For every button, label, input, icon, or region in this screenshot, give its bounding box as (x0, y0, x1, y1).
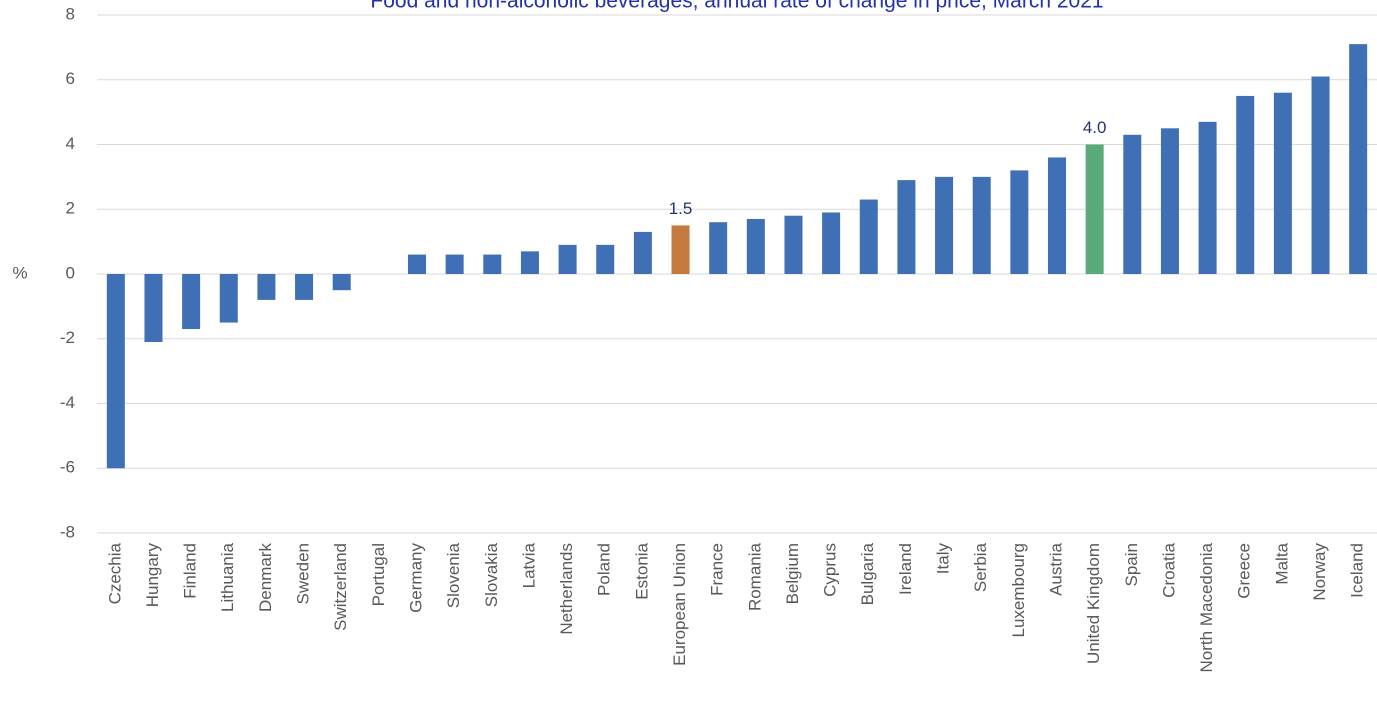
bar (1349, 44, 1368, 275)
bar (1048, 157, 1066, 274)
bar (106, 274, 125, 469)
x-tick-label: Iceland (1348, 543, 1367, 598)
bar (1311, 76, 1330, 274)
y-tick-label: 4 (66, 134, 75, 153)
x-tick-label: North Macedonia (1197, 542, 1216, 672)
y-axis-label: % (12, 263, 27, 282)
bar (596, 244, 615, 274)
y-tick-label: -4 (60, 393, 75, 412)
chart-title: Food and non-alcoholic beverages, annual… (370, 0, 1103, 13)
x-tick-label: Belgium (783, 543, 802, 604)
x-tick-label: Norway (1310, 543, 1329, 601)
x-tick-label: Romania (745, 542, 764, 611)
bar (897, 180, 916, 274)
x-tick-label: Austria (1046, 542, 1065, 595)
bar (935, 176, 954, 274)
bar (445, 254, 464, 274)
x-tick-label: Poland (595, 543, 614, 596)
x-tick-label: Slovakia (482, 542, 501, 607)
x-tick-label: Sweden (294, 543, 313, 604)
x-tick-label: Croatia (1159, 542, 1178, 597)
bar (219, 274, 238, 323)
x-tick-label: Netherlands (557, 543, 576, 635)
bar (332, 274, 351, 291)
y-tick-label: -2 (60, 328, 75, 347)
bar (182, 274, 201, 330)
y-tick-label: -8 (60, 522, 75, 541)
bar (709, 222, 728, 274)
y-tick-label: 8 (66, 4, 75, 23)
x-tick-label: Cyprus (821, 543, 840, 597)
bar (1085, 144, 1104, 274)
x-tick-label: Portugal (369, 543, 388, 606)
x-tick-label: European Union (670, 543, 689, 666)
bar (295, 274, 314, 300)
bar (520, 251, 539, 274)
x-tick-label: Serbia (971, 542, 990, 592)
x-tick-label: Denmark (256, 543, 275, 612)
bar (1010, 170, 1029, 274)
x-tick-label: Greece (1235, 543, 1254, 599)
x-tick-label: Ireland (896, 543, 915, 595)
x-tick-label: United Kingdom (1084, 543, 1103, 664)
x-tick-label: Germany (406, 543, 425, 613)
bar (671, 225, 690, 274)
bar (784, 215, 803, 274)
data-label: 1.5 (669, 199, 693, 218)
bar (408, 254, 426, 274)
x-tick-label: Hungary (143, 543, 162, 608)
data-label: 4.0 (1083, 118, 1107, 137)
bar (746, 218, 765, 274)
y-tick-label: -6 (60, 458, 75, 477)
x-tick-label: Switzerland (331, 543, 350, 631)
x-tick-label: Spain (1122, 543, 1141, 586)
x-tick-label: Italy (934, 543, 953, 575)
bar (483, 254, 502, 274)
y-tick-label: 2 (66, 199, 75, 218)
x-tick-label: Czechia (105, 542, 124, 604)
x-tick-label: Lithuania (218, 542, 237, 612)
bar (1123, 134, 1142, 274)
x-tick-label: Slovenia (444, 542, 463, 608)
bar (1273, 92, 1292, 274)
bar (1198, 121, 1217, 275)
x-tick-label: Finland (181, 543, 200, 599)
x-tick-label: Bulgaria (858, 542, 877, 605)
x-tick-label: Luxembourg (1009, 543, 1028, 638)
bar (257, 274, 276, 300)
bar (1160, 128, 1179, 274)
x-tick-label: France (708, 543, 727, 596)
bar (822, 212, 841, 274)
y-tick-label: 0 (66, 263, 75, 282)
x-tick-label: Malta (1272, 542, 1291, 584)
bar (633, 231, 652, 274)
bar (144, 274, 163, 342)
x-tick-label: Estonia (632, 542, 651, 599)
bar (558, 244, 577, 274)
bar (972, 176, 991, 274)
y-tick-label: 6 (66, 69, 75, 88)
bar (1236, 95, 1255, 274)
x-tick-label: Latvia (519, 542, 538, 588)
bar (859, 199, 878, 274)
